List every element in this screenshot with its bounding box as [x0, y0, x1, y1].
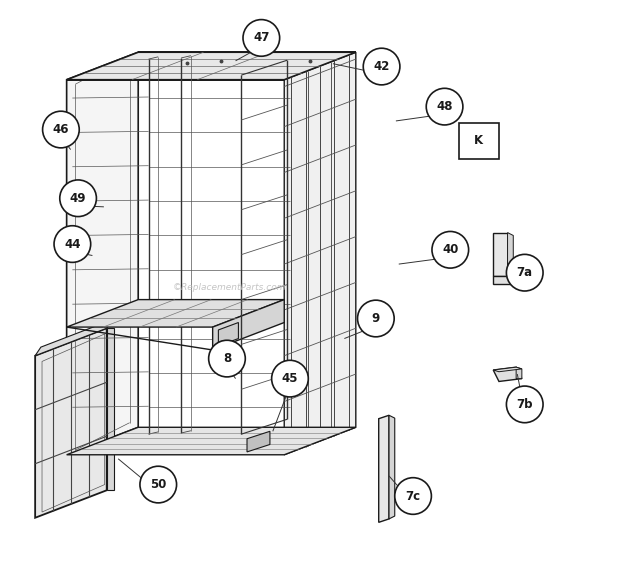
Text: ©ReplacementParts.com: ©ReplacementParts.com: [173, 282, 286, 292]
Polygon shape: [494, 367, 522, 372]
Polygon shape: [494, 276, 521, 284]
Polygon shape: [213, 300, 284, 350]
Circle shape: [43, 111, 79, 148]
Text: 40: 40: [442, 243, 458, 256]
Text: 7c: 7c: [405, 490, 420, 502]
Text: 47: 47: [253, 32, 270, 44]
Text: 7b: 7b: [516, 398, 533, 411]
Polygon shape: [66, 427, 356, 455]
Text: 45: 45: [281, 372, 298, 385]
Circle shape: [358, 300, 394, 337]
Text: 7a: 7a: [516, 266, 533, 279]
FancyBboxPatch shape: [459, 123, 499, 160]
Polygon shape: [66, 52, 356, 80]
Circle shape: [209, 340, 246, 377]
Circle shape: [243, 20, 280, 56]
Text: 49: 49: [70, 192, 86, 205]
Polygon shape: [379, 415, 389, 522]
Polygon shape: [284, 52, 356, 455]
Polygon shape: [35, 328, 107, 518]
Polygon shape: [494, 232, 508, 276]
Text: 8: 8: [223, 352, 231, 365]
Circle shape: [272, 360, 308, 397]
Circle shape: [395, 478, 432, 514]
Polygon shape: [66, 300, 284, 327]
Polygon shape: [389, 415, 395, 519]
Circle shape: [507, 386, 543, 422]
Polygon shape: [218, 323, 239, 346]
Circle shape: [60, 180, 97, 216]
Text: 50: 50: [150, 478, 166, 491]
Text: 44: 44: [64, 238, 81, 251]
Circle shape: [363, 48, 400, 85]
Polygon shape: [35, 320, 112, 356]
Circle shape: [507, 254, 543, 291]
Polygon shape: [107, 328, 113, 490]
Polygon shape: [247, 431, 270, 452]
Text: 9: 9: [372, 312, 380, 325]
Text: 46: 46: [53, 123, 69, 136]
Text: 42: 42: [373, 60, 390, 73]
Circle shape: [426, 88, 463, 125]
Text: 48: 48: [436, 100, 453, 113]
Circle shape: [432, 231, 469, 268]
Polygon shape: [494, 367, 522, 382]
Circle shape: [140, 466, 177, 503]
Text: K: K: [474, 134, 484, 148]
Polygon shape: [508, 232, 513, 278]
Polygon shape: [66, 52, 138, 455]
Polygon shape: [516, 367, 522, 379]
Circle shape: [54, 226, 91, 262]
